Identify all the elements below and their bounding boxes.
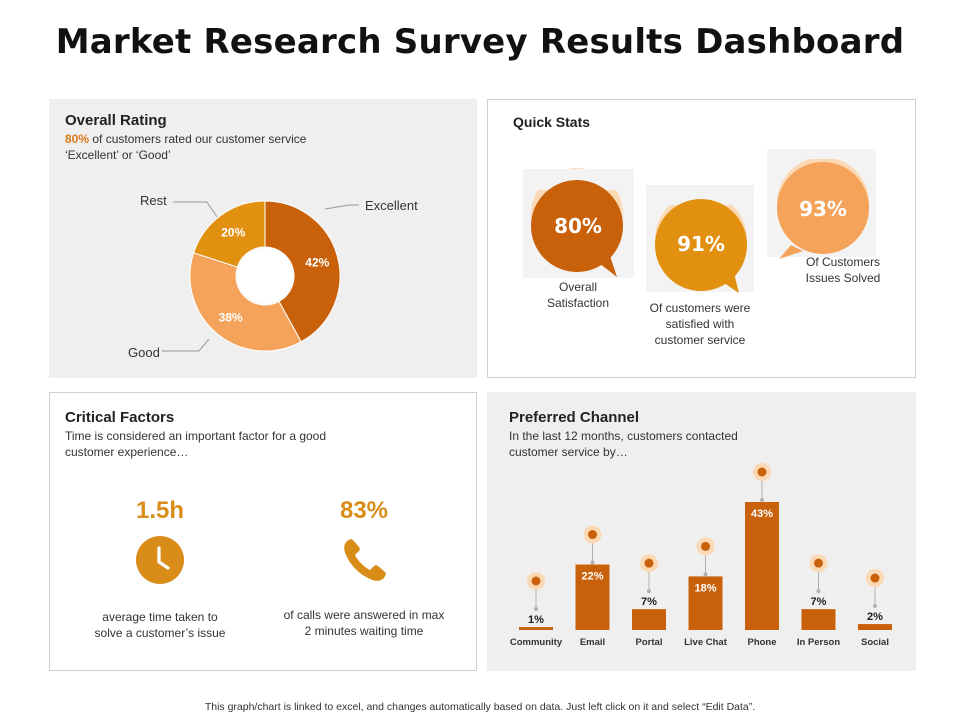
donut-hole xyxy=(237,248,293,304)
stat-caption-1: Overall Satisfaction xyxy=(546,280,610,310)
bar-value-label: 1% xyxy=(528,614,544,626)
bar-value-label: 7% xyxy=(811,596,827,608)
preferred-channel-title: Preferred Channel xyxy=(509,409,640,426)
overall-rating-panel: Overall Rating 80% of customers rated ou… xyxy=(49,99,477,378)
footer-note: This graph/chart is linked to excel, and… xyxy=(204,701,756,713)
overall-rating-subtitle: 80% of customers rated our customer serv… xyxy=(65,131,385,163)
bar-value-label: 43% xyxy=(751,508,773,520)
bar-in-person xyxy=(801,609,836,630)
donut-value-label: 42% xyxy=(305,256,329,270)
quick-stats-panel: Quick Stats 80% 91% 93% Overal xyxy=(487,99,916,378)
icon-connector-dot xyxy=(760,498,764,502)
pie-leader-lines xyxy=(162,201,359,352)
bar-community xyxy=(519,627,553,630)
portal-icon-glyph xyxy=(644,558,654,568)
leader-line-rest xyxy=(173,201,218,218)
stat-bubble-1 xyxy=(523,168,633,277)
leader-line-excellent xyxy=(324,204,359,210)
preferred-channel-subtitle: In the last 12 months, customers contact… xyxy=(509,429,738,459)
icon-connector-dot xyxy=(590,560,595,565)
factor-value-calls: 83% xyxy=(339,497,389,524)
pie-label-excellent: Excellent xyxy=(365,198,418,213)
bar-category-label: Community xyxy=(510,637,563,648)
bar-live-chat xyxy=(688,576,723,630)
overall-rating-title: Overall Rating xyxy=(65,112,167,129)
factor-caption-calls: of calls were answered in max 2 minutes … xyxy=(283,608,445,638)
stat-caption-2: Of customers were satisfied with custome… xyxy=(649,301,751,347)
bar-social xyxy=(858,624,892,630)
bar-value-label: 2% xyxy=(867,611,883,623)
bar-chart: 1% Community 22% Email 7% Portal 18% Live Chat 4… xyxy=(510,463,892,648)
overall-rating-subtitle-rest: of customers rated our customer service xyxy=(89,132,307,146)
bar-email xyxy=(575,564,610,630)
bar-portal xyxy=(632,609,666,630)
stat-value-3: 93% xyxy=(799,197,847,221)
person-icon-glyph xyxy=(814,558,823,568)
phone-icon xyxy=(344,539,386,581)
critical-factors-subtitle: Time is considered an important factor f… xyxy=(65,429,327,459)
speech-bubble-icon xyxy=(523,149,876,293)
page-title: Market Research Survey Results Dashboard xyxy=(55,22,905,62)
bar-category-label: Live Chat xyxy=(684,637,728,648)
quick-stats-title: Quick Stats xyxy=(513,114,591,130)
donut-chart: 42% 38% 20% xyxy=(162,200,359,352)
stat-value-1: 80% xyxy=(554,214,602,238)
stat-bubble-3 xyxy=(767,149,876,259)
donut-slice-excellent xyxy=(264,200,341,343)
bar-value-label: 22% xyxy=(581,571,603,583)
stat-bubble-2 xyxy=(646,185,754,293)
critical-factors-title: Critical Factors xyxy=(65,409,175,426)
donut-slice-rest xyxy=(193,200,266,268)
people-icon-glyph xyxy=(531,576,541,586)
bar-value-label: 18% xyxy=(694,582,716,594)
stat-caption-3: Of Customers Issues Solved xyxy=(805,255,881,285)
twitter-icon-glyph xyxy=(870,573,880,583)
bar-phone xyxy=(745,502,779,630)
phone-icon-glyph xyxy=(757,467,767,477)
icon-connector-dot xyxy=(816,589,821,594)
chat-icon-glyph xyxy=(701,541,710,551)
donut-slice-good xyxy=(189,252,302,352)
icon-connector-dot xyxy=(703,572,708,577)
preferred-channel-panel: Preferred Channel In the last 12 months,… xyxy=(487,392,916,671)
clock-icon xyxy=(136,536,184,584)
icon-connector-dot xyxy=(534,607,538,611)
bar-category-label: In Person xyxy=(797,637,840,648)
icon-connector-dot xyxy=(647,589,651,594)
icon-connector-dot xyxy=(873,604,877,609)
bar-value-label: 7% xyxy=(641,596,657,608)
overall-rating-subtitle-line2: ‘Excellent’ or ‘Good’ xyxy=(65,148,171,162)
email-icon-glyph xyxy=(588,530,597,540)
pie-label-good: Good xyxy=(128,345,160,360)
bar-category-label: Social xyxy=(861,637,889,648)
bar-category-label: Portal xyxy=(636,637,663,648)
overall-rating-highlight: 80% xyxy=(65,132,90,146)
factor-caption-time: average time taken to solve a customer’s… xyxy=(94,610,226,640)
donut-value-label: 20% xyxy=(221,225,245,239)
critical-factors-panel: Critical Factors Time is considered an i… xyxy=(49,392,477,671)
bar-category-label: Email xyxy=(580,637,605,648)
donut-value-label: 38% xyxy=(219,311,243,325)
bar-category-label: Phone xyxy=(747,637,776,648)
leader-line-good xyxy=(162,338,210,352)
factor-value-time: 1.5h xyxy=(135,497,185,524)
pie-label-rest: Rest xyxy=(140,193,167,208)
stat-value-2: 91% xyxy=(677,232,725,256)
